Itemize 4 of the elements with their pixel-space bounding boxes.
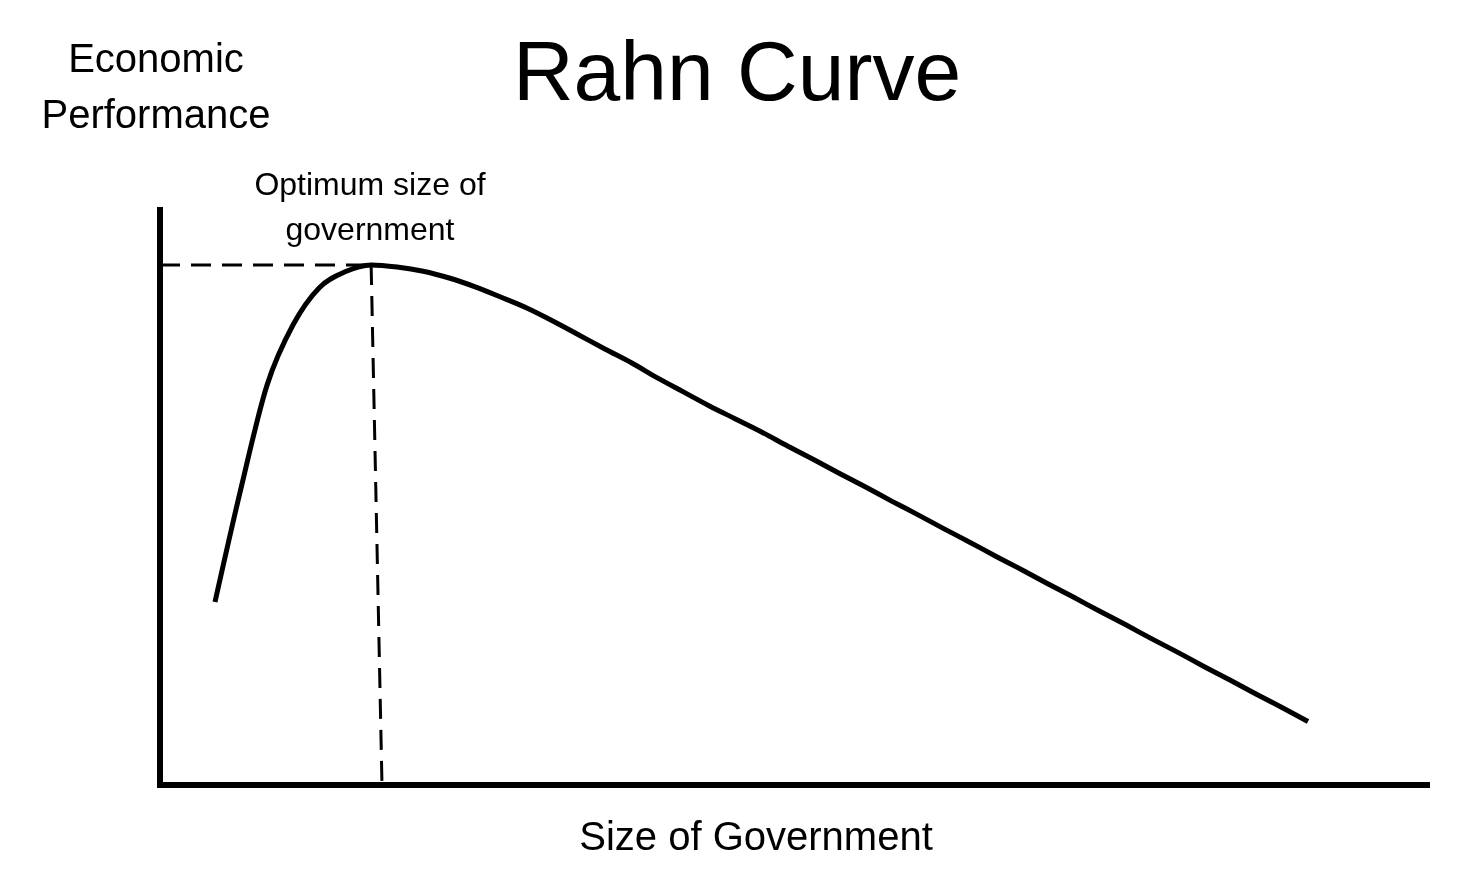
chart-title: Rahn Curve xyxy=(512,24,962,118)
x-axis-title: Size of Government xyxy=(579,814,933,858)
y-axis-title: Economic Performance xyxy=(41,36,271,136)
annotation: Optimum size of government xyxy=(254,166,486,247)
